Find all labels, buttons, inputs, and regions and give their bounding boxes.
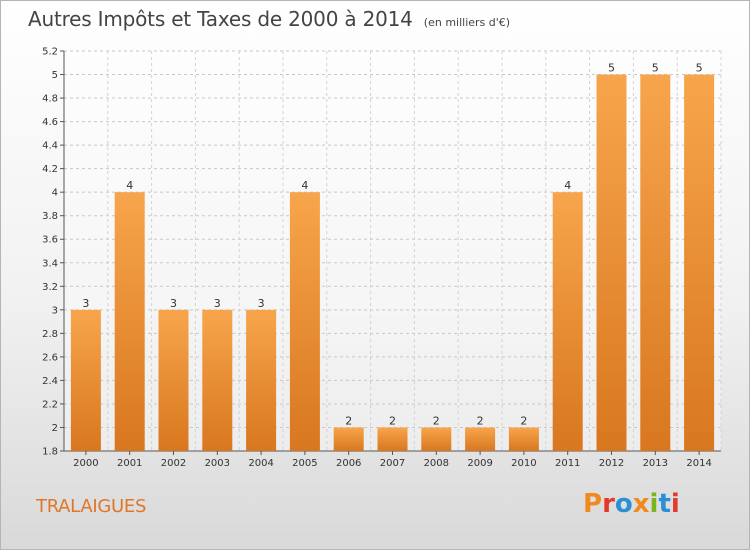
x-tick-label-2014: 2014 xyxy=(686,458,711,469)
bar-2000 xyxy=(70,309,101,451)
data-label-2004: 3 xyxy=(258,297,265,310)
bar-2013 xyxy=(640,74,671,451)
data-label-2000: 3 xyxy=(82,297,89,310)
data-label-2001: 4 xyxy=(126,179,133,192)
bar-2008 xyxy=(421,427,452,451)
x-tick-label-2010: 2010 xyxy=(511,458,536,469)
x-tick-label-2009: 2009 xyxy=(467,458,492,469)
data-label-2013: 5 xyxy=(652,62,659,75)
x-tick-label-2012: 2012 xyxy=(599,458,624,469)
logo-letter: x xyxy=(632,489,650,519)
bar-2011 xyxy=(552,192,583,452)
data-label-2008: 2 xyxy=(433,414,440,427)
data-label-2007: 2 xyxy=(389,414,396,427)
data-label-2011: 4 xyxy=(564,179,571,192)
commune-name: TRALAIGUES xyxy=(36,496,147,517)
y-tick-label: 4.6 xyxy=(42,117,58,128)
bars xyxy=(70,74,715,452)
x-tick-label-2006: 2006 xyxy=(336,458,361,469)
data-label-2003: 3 xyxy=(214,297,221,310)
chart-subtitle: (en milliers d'€) xyxy=(423,16,511,29)
y-tick-label: 3 xyxy=(52,305,58,316)
logo-letter: o xyxy=(614,489,633,519)
bar-2001 xyxy=(114,192,145,452)
x-tick-label-2001: 2001 xyxy=(117,458,142,469)
logo-letter: i xyxy=(670,489,680,519)
x-tick-label-2003: 2003 xyxy=(205,458,230,469)
bar-2006 xyxy=(333,427,364,451)
x-tick-label-2008: 2008 xyxy=(424,458,449,469)
y-tick-label: 2.8 xyxy=(42,329,58,340)
y-tick-label: 4 xyxy=(52,188,58,199)
logo-letter: r xyxy=(602,489,615,519)
bar-2007 xyxy=(377,427,408,451)
chart-title: Autres Impôts et Taxes de 2000 à 2014 (e… xyxy=(28,7,510,31)
y-tick-label: 5.2 xyxy=(42,47,58,58)
data-label-2010: 2 xyxy=(520,414,527,427)
bar-2004 xyxy=(246,309,277,451)
bar-2002 xyxy=(158,309,189,451)
y-tick-label: 3.8 xyxy=(42,211,58,222)
labels: 1.8 2 2.2 2.4 2.6 2.8 3 3.2 3.4 3.6 3.8 4 4.2 4.4 4.6 4… xyxy=(42,47,712,470)
y-tick-label: 4.4 xyxy=(42,141,58,152)
logo-letter: P xyxy=(583,489,603,519)
data-label-2002: 3 xyxy=(170,297,177,310)
y-tick-label: 1.8 xyxy=(42,447,58,458)
bar-2003 xyxy=(202,309,233,451)
bar-2014 xyxy=(684,74,715,451)
x-tick-label-2002: 2002 xyxy=(161,458,186,469)
data-label-2014: 5 xyxy=(696,62,703,75)
chart-title-main: Autres Impôts et Taxes de 2000 à 2014 xyxy=(28,7,413,31)
x-tick-label-2013: 2013 xyxy=(643,458,668,469)
y-tick-label: 4.2 xyxy=(42,164,58,175)
y-tick-label: 3.2 xyxy=(42,282,58,293)
y-tick-label: 2.4 xyxy=(42,376,58,387)
y-tick-label: 2.2 xyxy=(42,399,58,410)
bar-2009 xyxy=(465,427,496,451)
y-tick-label: 3.6 xyxy=(42,235,58,246)
logo-letter: t xyxy=(658,489,671,519)
bar-2010 xyxy=(508,427,539,451)
y-tick-label: 4.8 xyxy=(42,94,58,105)
x-tick-label-2000: 2000 xyxy=(73,458,98,469)
logo-letter: i xyxy=(649,489,659,519)
x-tick-label-2004: 2004 xyxy=(248,458,273,469)
x-tick-label-2005: 2005 xyxy=(292,458,317,469)
proxiti-logo: Proxiti xyxy=(583,489,680,519)
bar-2012 xyxy=(596,74,627,451)
data-label-2005: 4 xyxy=(301,179,308,192)
y-tick-label: 2.6 xyxy=(42,352,58,363)
x-tick-label-2011: 2011 xyxy=(555,458,580,469)
data-label-2009: 2 xyxy=(477,414,484,427)
bar-2005 xyxy=(289,192,320,452)
data-label-2012: 5 xyxy=(608,62,615,75)
y-tick-label: 5 xyxy=(52,70,58,81)
y-tick-label: 2 xyxy=(52,423,58,434)
y-tick-label: 3.4 xyxy=(42,258,58,269)
data-label-2006: 2 xyxy=(345,414,352,427)
x-tick-label-2007: 2007 xyxy=(380,458,405,469)
